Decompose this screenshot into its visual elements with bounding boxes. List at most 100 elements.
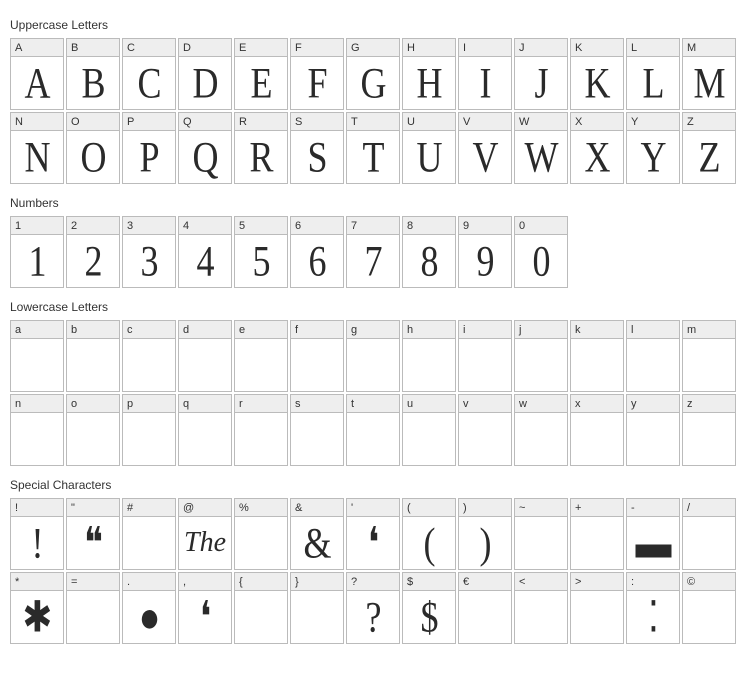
- char-cell: II: [458, 38, 512, 110]
- glyph-text: S: [307, 132, 326, 182]
- char-glyph: [683, 517, 735, 569]
- char-glyph: Y: [627, 131, 679, 183]
- char-glyph: ❛: [347, 517, 399, 569]
- char-glyph: [347, 339, 399, 391]
- char-cell: o: [66, 394, 120, 466]
- char-cell: n: [10, 394, 64, 466]
- char-cell: ((: [402, 498, 456, 570]
- char-glyph: [67, 591, 119, 643]
- char-grid: AABBCCDDEEFFGGHHIIJJKKLLMMNNOOPPQQRRSSTT…: [10, 38, 738, 184]
- char-cell: +: [570, 498, 624, 570]
- char-glyph: [123, 339, 175, 391]
- char-label: ": [67, 499, 119, 517]
- char-cell: x: [570, 394, 624, 466]
- glyph-text: !: [32, 518, 43, 568]
- char-cell: €: [458, 572, 512, 644]
- char-glyph: [291, 591, 343, 643]
- char-cell: k: [570, 320, 624, 392]
- glyph-text: ❝: [84, 518, 102, 568]
- glyph-text: Z: [699, 132, 720, 182]
- char-label: E: [235, 39, 287, 57]
- char-cell: DD: [178, 38, 232, 110]
- char-cell: RR: [234, 112, 288, 184]
- char-cell: 88: [402, 216, 456, 288]
- char-label: {: [235, 573, 287, 591]
- char-glyph: 8: [403, 235, 455, 287]
- char-cell: 99: [458, 216, 512, 288]
- char-cell: KK: [570, 38, 624, 110]
- char-glyph: [347, 413, 399, 465]
- char-cell: SS: [290, 112, 344, 184]
- glyph-text: ❛: [200, 592, 211, 642]
- char-label: v: [459, 395, 511, 413]
- char-label: B: [67, 39, 119, 57]
- char-label: G: [347, 39, 399, 57]
- char-cell: r: [234, 394, 288, 466]
- char-glyph: 5: [235, 235, 287, 287]
- char-cell: YY: [626, 112, 680, 184]
- char-cell: AA: [10, 38, 64, 110]
- char-label: r: [235, 395, 287, 413]
- glyph-text: ●: [139, 592, 160, 642]
- char-label: T: [347, 113, 399, 131]
- char-label: Z: [683, 113, 735, 131]
- char-glyph: C: [123, 57, 175, 109]
- char-glyph: 3: [123, 235, 175, 287]
- char-label: R: [235, 113, 287, 131]
- char-glyph: [627, 413, 679, 465]
- char-cell: l: [626, 320, 680, 392]
- char-cell: }: [290, 572, 344, 644]
- char-glyph: [515, 517, 567, 569]
- char-label: N: [11, 113, 63, 131]
- char-glyph: U: [403, 131, 455, 183]
- glyph-text: U: [417, 132, 442, 182]
- char-glyph: A: [11, 57, 63, 109]
- char-label: 6: [291, 217, 343, 235]
- char-label: F: [291, 39, 343, 57]
- glyph-text: Y: [641, 132, 666, 182]
- char-glyph: 7: [347, 235, 399, 287]
- glyph-text: The: [184, 527, 226, 559]
- char-cell: 55: [234, 216, 288, 288]
- char-glyph: 1: [11, 235, 63, 287]
- char-label: 5: [235, 217, 287, 235]
- char-grid: 11223344556677889900: [10, 216, 738, 288]
- char-cell: 77: [346, 216, 400, 288]
- char-cell: QQ: [178, 112, 232, 184]
- char-label: O: [67, 113, 119, 131]
- char-label: A: [11, 39, 63, 57]
- char-glyph: W: [515, 131, 567, 183]
- char-glyph: [515, 339, 567, 391]
- char-cell: TT: [346, 112, 400, 184]
- char-glyph: [67, 339, 119, 391]
- char-cell: FF: [290, 38, 344, 110]
- char-cell: q: [178, 394, 232, 466]
- char-label: e: [235, 321, 287, 339]
- glyph-text: ): [480, 518, 491, 568]
- char-cell: z: [682, 394, 736, 466]
- char-glyph: 2: [67, 235, 119, 287]
- char-glyph: [515, 591, 567, 643]
- char-cell: 44: [178, 216, 232, 288]
- char-label: z: [683, 395, 735, 413]
- char-cell: {: [234, 572, 288, 644]
- char-label: ): [459, 499, 511, 517]
- char-cell: LL: [626, 38, 680, 110]
- glyph-text: 6: [309, 236, 326, 286]
- glyph-text: E: [251, 58, 272, 108]
- char-label: p: [123, 395, 175, 413]
- char-label: h: [403, 321, 455, 339]
- char-glyph: J: [515, 57, 567, 109]
- char-cell: )): [458, 498, 512, 570]
- char-label: m: [683, 321, 735, 339]
- char-label: 9: [459, 217, 511, 235]
- char-glyph: Q: [179, 131, 231, 183]
- char-cell: OO: [66, 112, 120, 184]
- char-label: W: [515, 113, 567, 131]
- char-cell: -▬: [626, 498, 680, 570]
- char-glyph: [123, 517, 175, 569]
- char-cell: =: [66, 572, 120, 644]
- char-label: Y: [627, 113, 679, 131]
- char-glyph: X: [571, 131, 623, 183]
- char-label: t: [347, 395, 399, 413]
